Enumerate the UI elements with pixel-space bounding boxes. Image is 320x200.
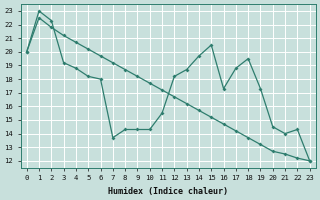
X-axis label: Humidex (Indice chaleur): Humidex (Indice chaleur) <box>108 187 228 196</box>
